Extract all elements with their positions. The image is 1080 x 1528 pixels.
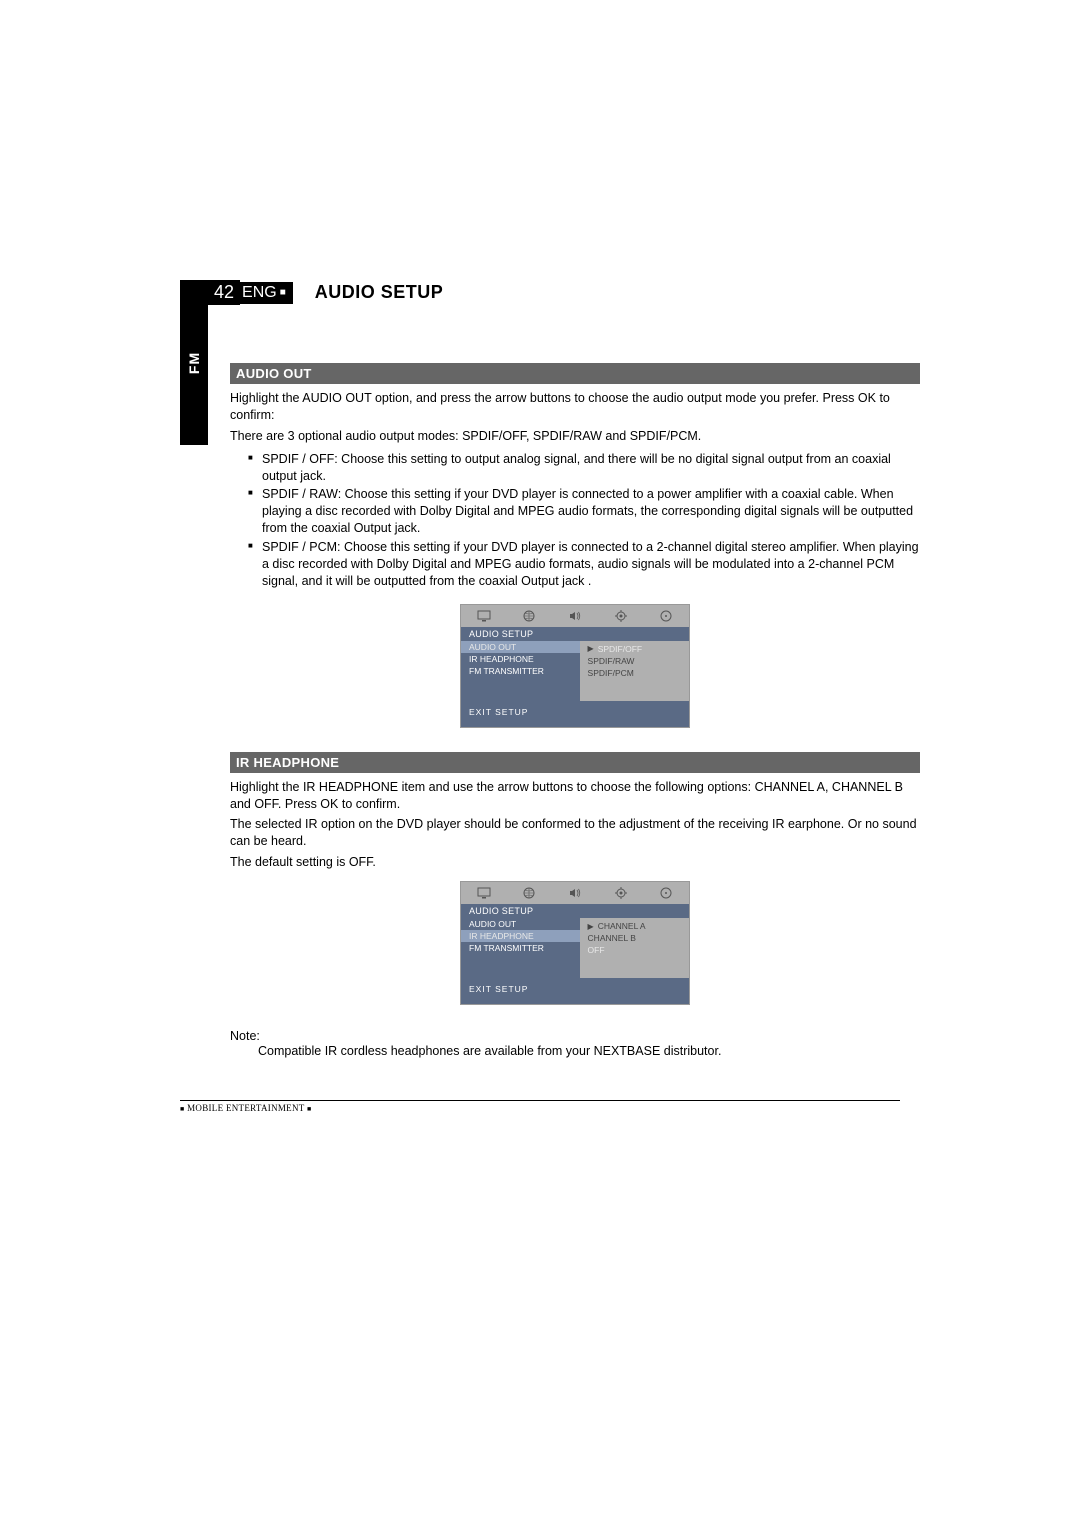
osd-tab-bar: [461, 882, 689, 904]
osd-footer: EXIT SETUP: [461, 701, 689, 727]
osd-menu-ir-headphone: AUDIO SETUP AUDIO OUT IR HEADPHONE FM TR…: [460, 881, 690, 1005]
page-header: 42 ENG■ AUDIO SETUP: [208, 280, 920, 305]
osd-option: ▶CHANNEL A: [580, 920, 689, 932]
osd-item: FM TRANSMITTER: [461, 942, 580, 954]
audio-out-p1: Highlight the AUDIO OUT option, and pres…: [230, 390, 920, 424]
note-label: Note:: [230, 1029, 920, 1043]
audio-out-heading: AUDIO OUT: [230, 363, 920, 384]
osd-title: AUDIO SETUP: [461, 904, 689, 918]
triangle-icon: ▶: [588, 644, 594, 653]
osd-title: AUDIO SETUP: [461, 627, 689, 641]
gear-icon: [614, 610, 628, 622]
osd-menu-audio-out: AUDIO SETUP AUDIO OUT IR HEADPHONE FM TR…: [460, 604, 690, 728]
note-body: Compatible IR cordless headphones are av…: [258, 1043, 920, 1060]
osd-item-selected: AUDIO OUT: [461, 641, 580, 653]
disc-icon: [659, 887, 673, 899]
disc-icon: [659, 610, 673, 622]
osd-right-panel: ▶SPDIF/OFF SPDIF/RAW SPDIF/PCM: [580, 641, 689, 701]
osd-option: SPDIF/RAW: [580, 655, 689, 667]
audio-out-p2: There are 3 optional audio output modes:…: [230, 428, 920, 445]
monitor-icon: [477, 610, 491, 622]
ir-p1: Highlight the IR HEADPHONE item and use …: [230, 779, 920, 813]
osd-item: FM TRANSMITTER: [461, 665, 580, 677]
square-icon: ■: [180, 1105, 185, 1113]
square-icon: ■: [280, 287, 286, 298]
osd-option: CHANNEL B: [580, 932, 689, 944]
globe-icon: [522, 610, 536, 622]
ir-p2: The selected IR option on the DVD player…: [230, 816, 920, 850]
section-title: AUDIO SETUP: [315, 282, 444, 303]
osd-option-selected: ▶SPDIF/OFF: [580, 643, 689, 655]
ir-headphone-heading: IR HEADPHONE: [230, 752, 920, 773]
osd-left-panel: AUDIO OUT IR HEADPHONE FM TRANSMITTER: [461, 918, 580, 978]
footer-text: MOBILE ENTERTAINMENT: [187, 1103, 304, 1113]
page-number: 42: [208, 280, 240, 305]
osd-left-panel: AUDIO OUT IR HEADPHONE FM TRANSMITTER: [461, 641, 580, 701]
page-content: 42 ENG■ AUDIO SETUP AUDIO OUT Highlight …: [180, 280, 920, 1060]
globe-icon: [522, 887, 536, 899]
audio-out-list: SPDIF / OFF: Choose this setting to outp…: [248, 451, 920, 590]
osd-footer: EXIT SETUP: [461, 978, 689, 1004]
gear-icon: [614, 887, 628, 899]
osd-item: AUDIO OUT: [461, 918, 580, 930]
ir-p3: The default setting is OFF.: [230, 854, 920, 871]
osd-option: SPDIF/PCM: [580, 667, 689, 679]
page-footer: ■ MOBILE ENTERTAINMENT ■: [180, 1100, 900, 1113]
speaker-icon: [568, 610, 582, 622]
list-item: SPDIF / RAW: Choose this setting if your…: [248, 486, 920, 537]
language-code: ENG■: [240, 282, 293, 304]
square-icon: ■: [307, 1105, 312, 1113]
list-item: SPDIF / PCM: Choose this setting if your…: [248, 539, 920, 590]
list-item: SPDIF / OFF: Choose this setting to outp…: [248, 451, 920, 485]
osd-tab-bar: [461, 605, 689, 627]
speaker-icon: [568, 887, 582, 899]
monitor-icon: [477, 887, 491, 899]
osd-item: IR HEADPHONE: [461, 653, 580, 665]
triangle-icon: ▶: [588, 922, 594, 931]
osd-item-selected: IR HEADPHONE: [461, 930, 580, 942]
osd-right-panel: ▶CHANNEL A CHANNEL B OFF: [580, 918, 689, 978]
osd-option-selected: OFF: [580, 944, 689, 956]
